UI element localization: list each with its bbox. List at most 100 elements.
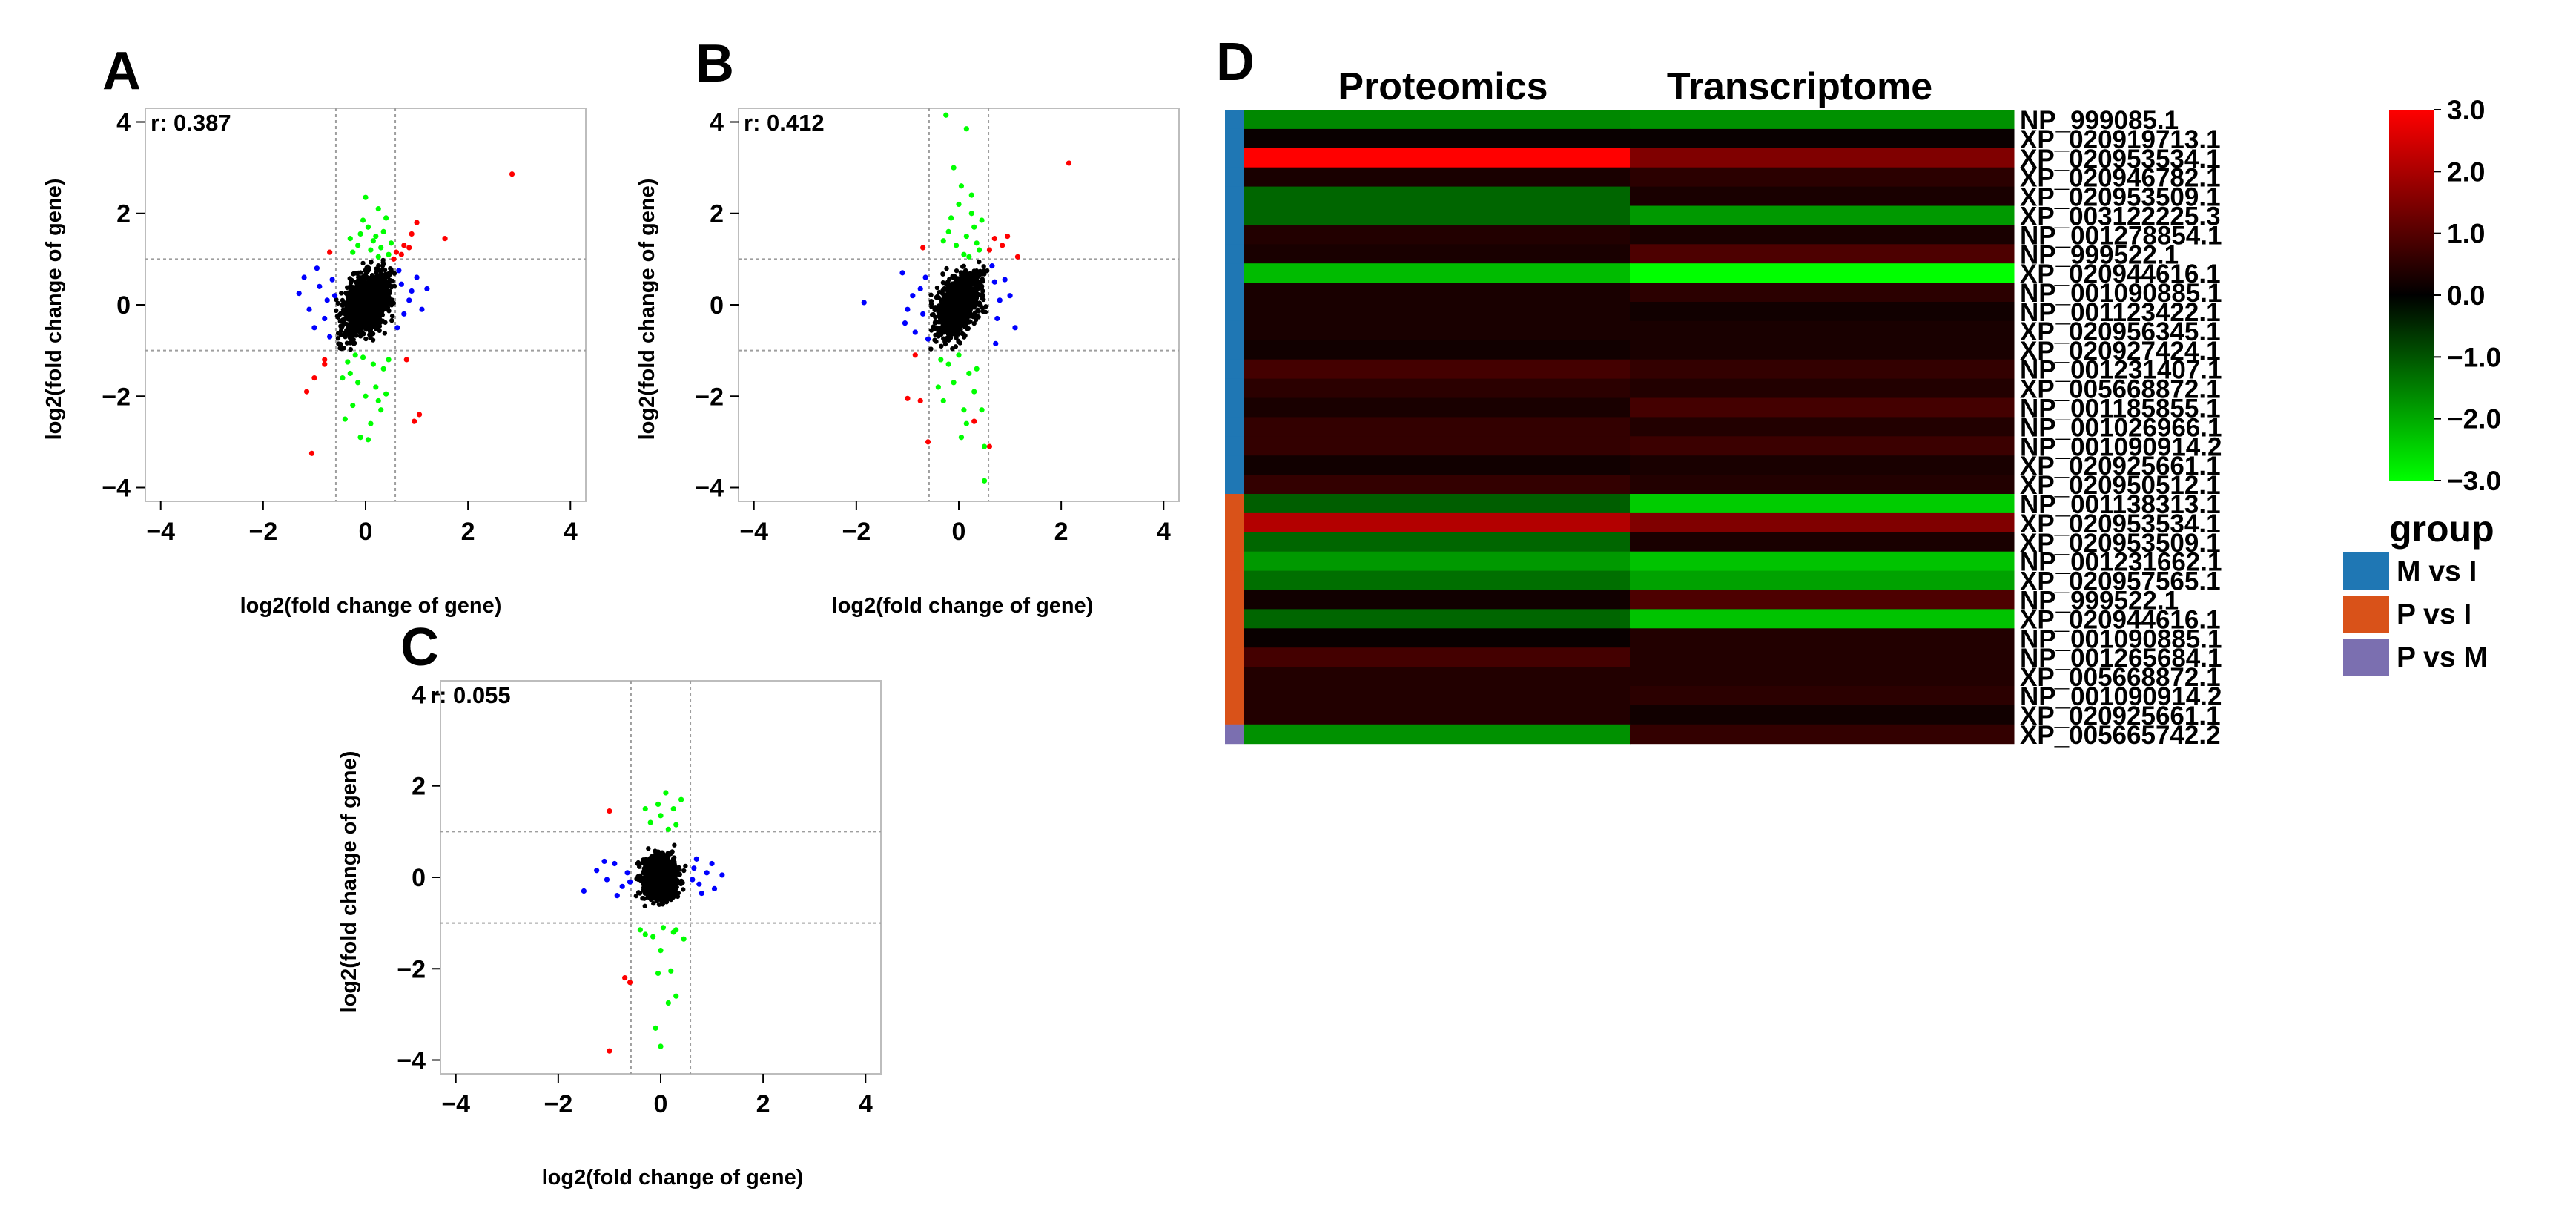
point-green-a-21 bbox=[363, 393, 369, 399]
point-nonsig-a bbox=[361, 317, 366, 323]
point-blue-c-12 bbox=[699, 890, 704, 897]
point-nonsig-c bbox=[646, 880, 652, 885]
point-nonsig-b bbox=[982, 309, 988, 314]
point-green-c-14 bbox=[658, 948, 664, 954]
correlation-label-c: r: 0.055 bbox=[430, 682, 511, 708]
point-green-b-29 bbox=[981, 478, 988, 484]
point-blue-b-0 bbox=[861, 300, 867, 306]
point-nonsig-a bbox=[334, 308, 339, 314]
point-nonsig-c bbox=[667, 894, 673, 900]
point-nonsig-c bbox=[656, 880, 661, 885]
group-bar-cell-27 bbox=[1225, 628, 1244, 648]
x-tick-label-a-3: 2 bbox=[461, 518, 475, 546]
point-red-a-10 bbox=[414, 220, 420, 225]
heatmap-row-label-4: XP_020953509.1 bbox=[2020, 183, 2221, 212]
cluster-points-a bbox=[334, 257, 397, 352]
point-green-b-23 bbox=[940, 397, 946, 404]
point-red-a-5 bbox=[303, 389, 310, 395]
point-blue-b-3 bbox=[905, 306, 911, 312]
point-blue-b-2 bbox=[910, 293, 916, 299]
point-green-b-1 bbox=[963, 126, 969, 132]
point-nonsig-b bbox=[940, 280, 946, 286]
heatmap-row-label-3: XP_020946782.1 bbox=[2020, 164, 2221, 193]
heatmap-cell-26-proteomics bbox=[1244, 609, 1631, 629]
heatmap-row-label-8: XP_020944616.1 bbox=[2020, 260, 2221, 288]
point-nonsig-a bbox=[346, 297, 351, 303]
scatter-panel-c: C r: 0.055 log2(fold change of gene) log… bbox=[337, 618, 882, 1190]
point-blue-b-14 bbox=[989, 263, 995, 269]
y-axis-title-b: log2(fold change of gene) bbox=[635, 179, 659, 441]
point-nonsig-b bbox=[962, 288, 968, 294]
group-bar-cell-26 bbox=[1225, 609, 1244, 629]
point-nonsig-a bbox=[357, 270, 363, 275]
point-nonsig-a bbox=[351, 340, 357, 346]
point-nonsig-a bbox=[351, 306, 356, 311]
point-red-b-10 bbox=[986, 247, 993, 253]
point-blue-a-5 bbox=[322, 315, 328, 322]
point-blue-a-13 bbox=[409, 288, 415, 294]
point-nonsig-c bbox=[644, 857, 649, 862]
point-nonsig-a bbox=[361, 311, 367, 317]
point-nonsig-b bbox=[981, 264, 986, 269]
point-blue-b-6 bbox=[922, 274, 928, 280]
point-green-a-12 bbox=[383, 215, 389, 221]
point-nonsig-b bbox=[958, 281, 964, 286]
heatmap-cell-25-transcriptome bbox=[1630, 590, 2015, 610]
point-blue-b-7 bbox=[920, 311, 926, 317]
heatmap-cell-5-proteomics bbox=[1244, 205, 1631, 225]
point-nonsig-b bbox=[936, 334, 941, 339]
heatmap-cell-6-proteomics bbox=[1244, 225, 1631, 245]
heatmap-row-label-0: NP_999085.1 bbox=[2020, 106, 2179, 135]
point-green-b-20 bbox=[966, 370, 972, 377]
x-tick-label-c-4: 4 bbox=[859, 1090, 873, 1118]
point-nonsig-c bbox=[683, 863, 688, 869]
point-blue-b-17 bbox=[899, 270, 905, 276]
point-nonsig-b bbox=[940, 271, 945, 277]
heatmap-column-label-proteomics: Proteomics bbox=[1338, 65, 1548, 108]
heatmap-panel-d: D Proteomics Transcriptome NP_999085.1XP… bbox=[1216, 33, 2222, 750]
point-nonsig-b bbox=[931, 324, 936, 329]
heatmap-cell-2-transcriptome bbox=[1630, 148, 2015, 168]
point-red-a-6 bbox=[322, 361, 328, 367]
scatter-panel-b: B r: 0.412 log2(fold change of gene) log… bbox=[635, 34, 1180, 618]
y-tick-label-c-3: 2 bbox=[412, 773, 426, 801]
point-green-a-23 bbox=[378, 407, 384, 413]
point-nonsig-c bbox=[649, 884, 654, 890]
y-tick-label-a-4: 4 bbox=[116, 108, 131, 136]
heatmap-cell-24-transcriptome bbox=[1630, 570, 2015, 590]
color-scale-tick-label-2: 1.0 bbox=[2447, 219, 2485, 249]
point-nonsig-b bbox=[942, 286, 947, 291]
point-green-a-10 bbox=[373, 233, 379, 240]
point-green-a-1 bbox=[375, 205, 381, 212]
y-axis-title-c: log2(fold change of gene) bbox=[337, 751, 361, 1013]
heatmap-row-label-1: XP_020919713.1 bbox=[2020, 125, 2221, 154]
heatmap-cell-18-transcriptome bbox=[1630, 455, 2015, 475]
heatmap-row-label-18: XP_020925661.1 bbox=[2020, 452, 2221, 481]
point-nonsig-a bbox=[375, 311, 380, 317]
point-green-b-12 bbox=[940, 238, 946, 244]
heatmap-cell-18-proteomics bbox=[1244, 455, 1631, 475]
heatmap-cell-7-proteomics bbox=[1244, 244, 1631, 264]
point-nonsig-b bbox=[981, 297, 986, 303]
heatmap-row-label-9: NP_001090885.1 bbox=[2020, 279, 2222, 308]
point-green-c-8 bbox=[678, 796, 684, 802]
point-nonsig-a bbox=[369, 260, 374, 265]
point-red-b-7 bbox=[1000, 243, 1005, 248]
group-bar-cell-4 bbox=[1225, 186, 1244, 206]
group-bar-cell-20 bbox=[1225, 494, 1244, 514]
point-nonsig-b bbox=[944, 265, 949, 271]
heatmap-cell-0-proteomics bbox=[1244, 110, 1631, 130]
point-green-a-17 bbox=[352, 352, 358, 358]
point-blue-b-8 bbox=[991, 279, 997, 285]
point-red-a-3 bbox=[412, 418, 417, 424]
point-blue-b-16 bbox=[925, 336, 931, 342]
point-nonsig-a bbox=[379, 287, 384, 292]
point-nonsig-c bbox=[663, 854, 668, 860]
heatmap-cell-8-proteomics bbox=[1244, 263, 1631, 283]
group-bar-cell-15 bbox=[1225, 397, 1244, 418]
point-green-b-27 bbox=[963, 420, 969, 426]
point-nonsig-a bbox=[335, 336, 341, 341]
point-nonsig-b bbox=[937, 312, 942, 317]
point-blue-b-9 bbox=[997, 297, 1003, 303]
group-bar-cell-31 bbox=[1225, 705, 1244, 725]
